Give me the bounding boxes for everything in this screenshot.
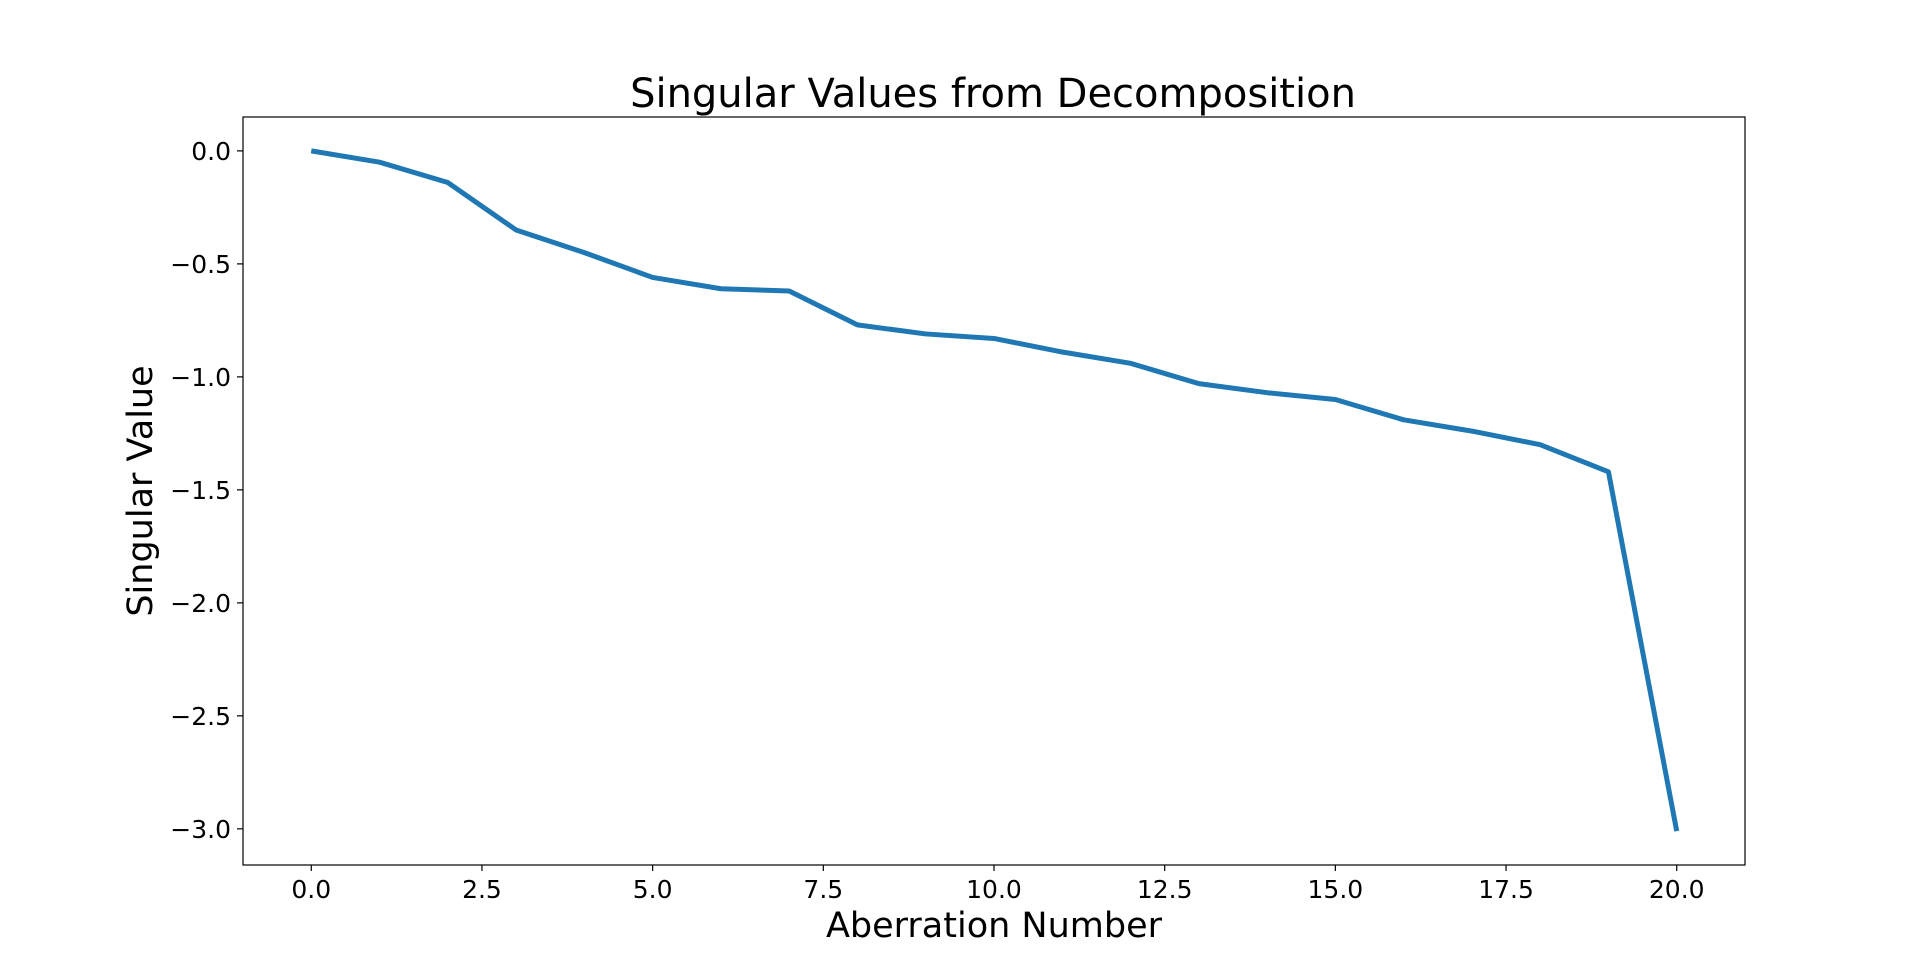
series-line: [310, 148, 1680, 832]
y-axis-ticks: 0.0 −0.5 −1.0 −1.5 −2.0 −2.5 −3.0: [170, 137, 243, 844]
chart-title: Singular Values from Decomposition: [630, 71, 1356, 117]
y-tick-label: −2.5: [170, 702, 231, 731]
x-tick-label: 15.0: [1308, 875, 1364, 904]
y-tick-label: −0.5: [170, 250, 231, 279]
x-axis-label: Aberration Number: [826, 906, 1163, 946]
x-tick-label: 10.0: [966, 875, 1022, 904]
series-layer: [310, 148, 1680, 832]
y-axis-label: Singular Value: [121, 365, 161, 616]
y-tick-label: −1.0: [170, 363, 231, 392]
x-tick-label: 17.5: [1478, 875, 1534, 904]
x-tick-label: 12.5: [1137, 875, 1193, 904]
y-tick-label: −1.5: [170, 476, 231, 505]
x-tick-label: 5.0: [633, 875, 673, 904]
y-tick-label: −2.0: [170, 589, 231, 618]
y-tick-label: 0.0: [191, 137, 231, 166]
y-tick-label: −3.0: [170, 815, 231, 844]
x-tick-label: 7.5: [803, 875, 843, 904]
x-tick-label: 2.5: [462, 875, 502, 904]
x-tick-label: 20.0: [1649, 875, 1705, 904]
x-tick-label: 0.0: [291, 875, 331, 904]
x-axis-ticks: 0.0 2.5 5.0 7.5 10.0 12.5 15.0 17.5 20.0: [291, 865, 1705, 904]
plot-area-frame: [242, 116, 1746, 866]
